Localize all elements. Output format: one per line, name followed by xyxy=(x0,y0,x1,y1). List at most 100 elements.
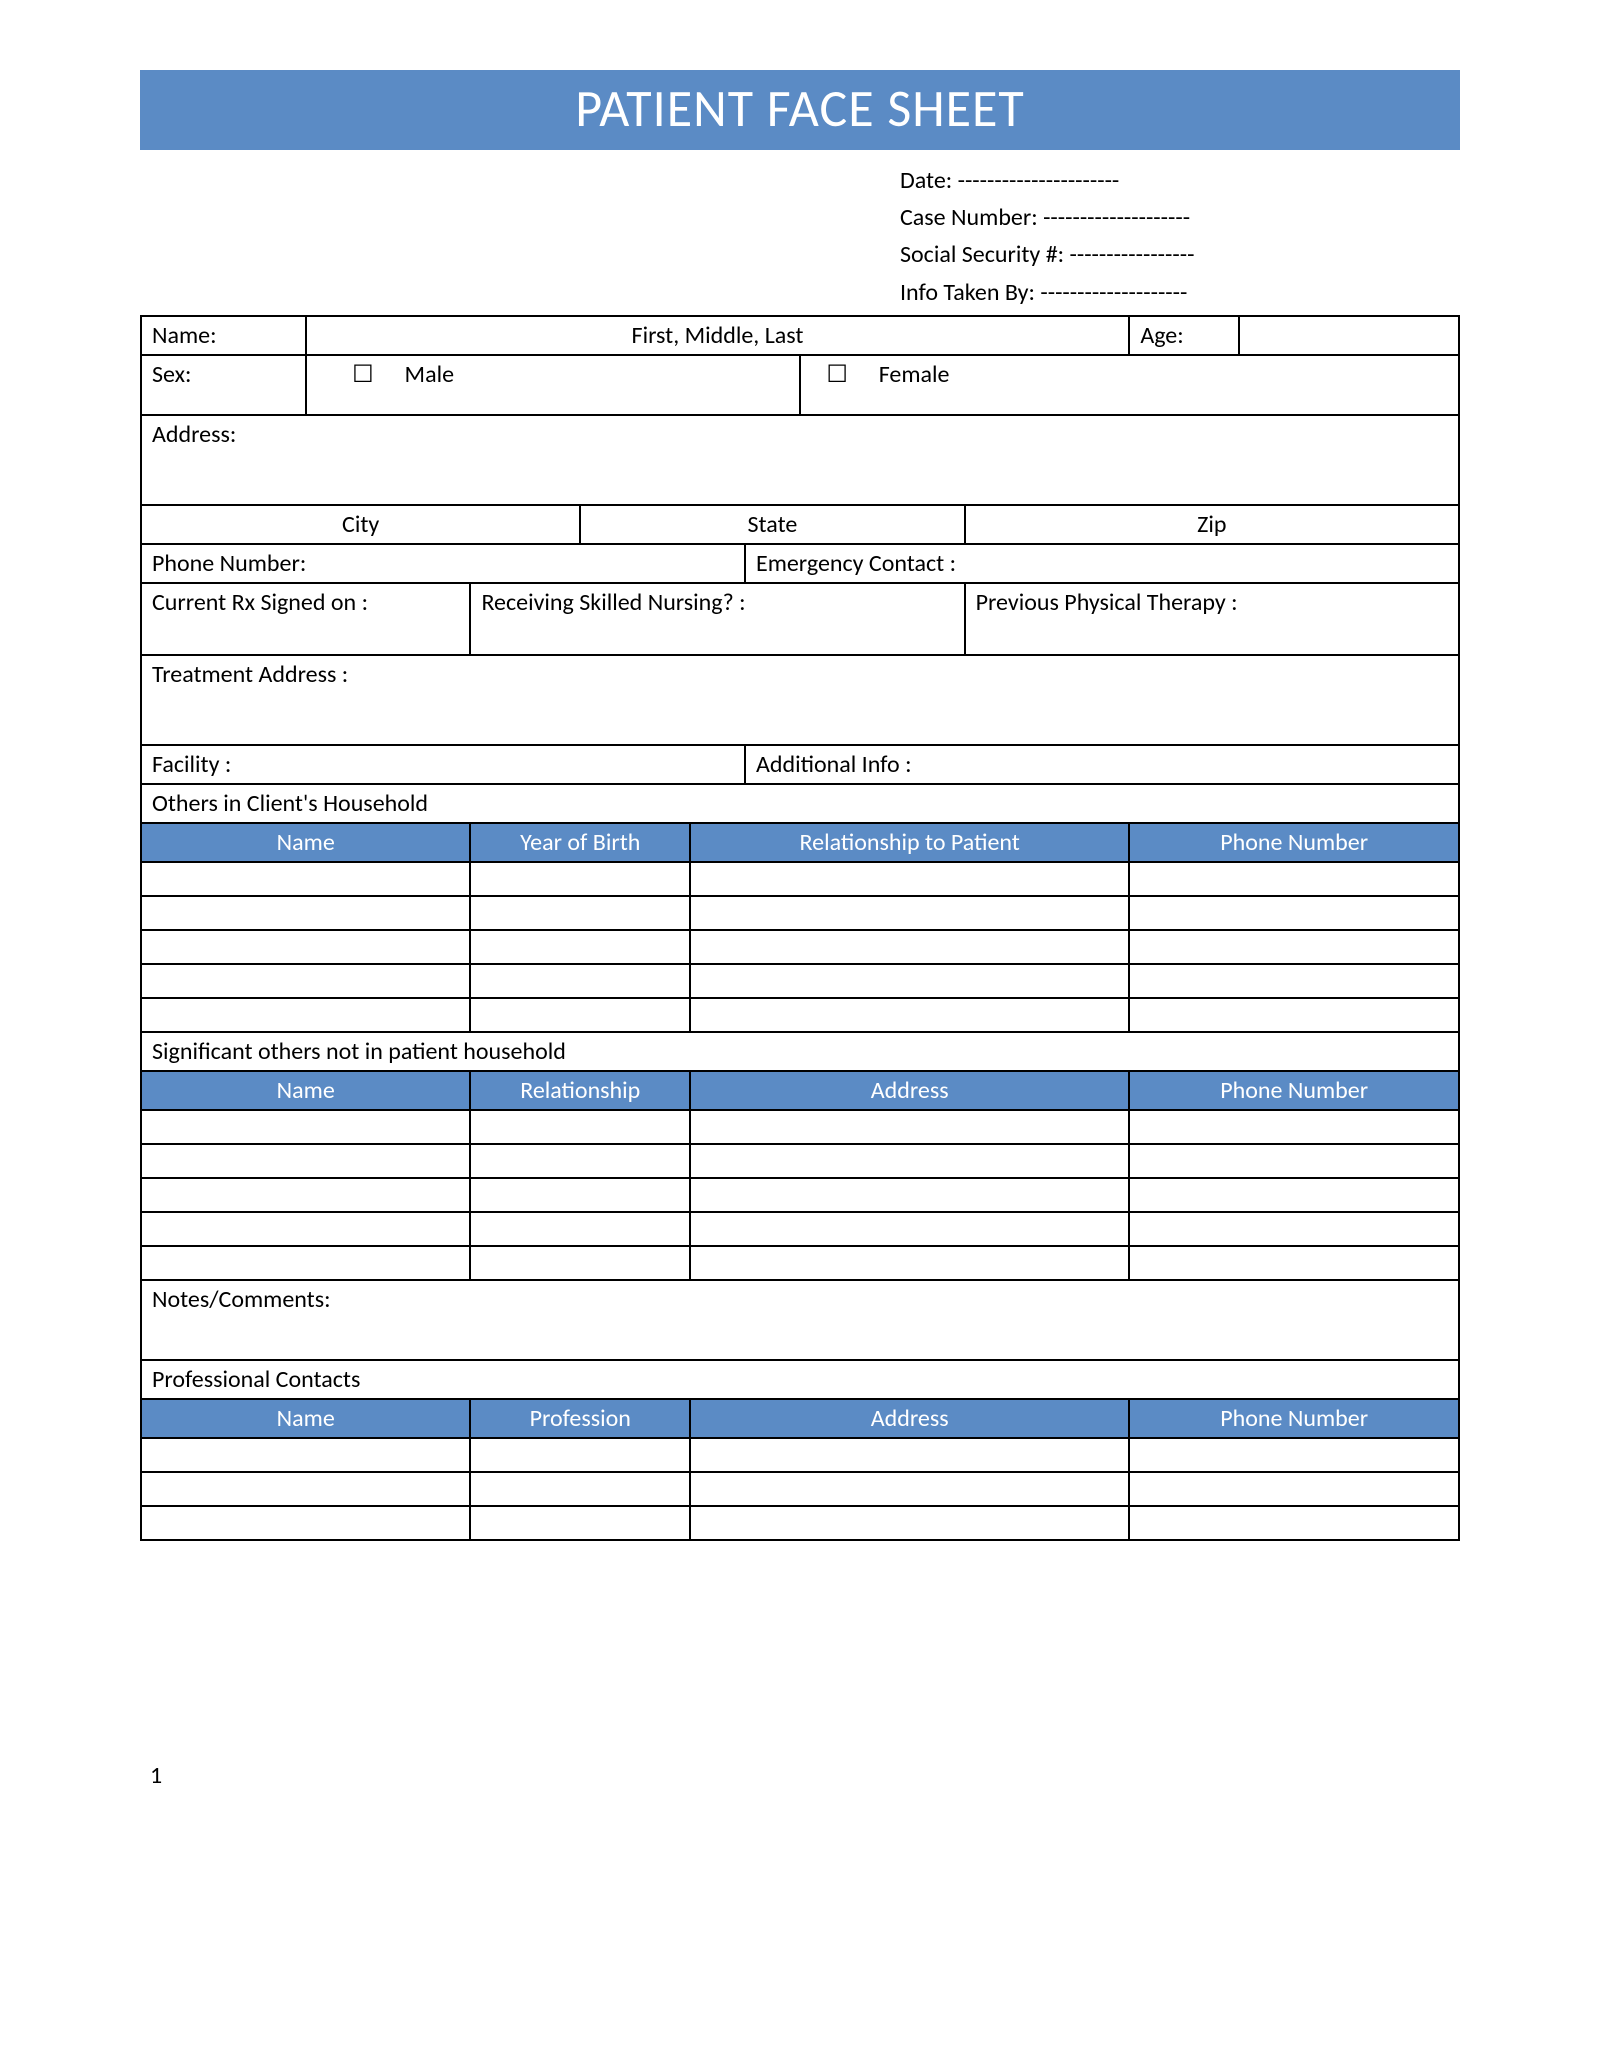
household-cell[interactable] xyxy=(470,896,690,930)
sig-others-cell[interactable] xyxy=(470,1246,690,1280)
sig-others-cell[interactable] xyxy=(1129,1246,1459,1280)
prev-pt-field[interactable]: Previous Physical Therapy : xyxy=(965,583,1459,655)
facility-label: Facility : xyxy=(152,750,231,779)
pro-contacts-cell[interactable] xyxy=(1129,1506,1459,1540)
sig-others-col-name: Name xyxy=(141,1071,470,1110)
checkbox-icon[interactable]: ☐ xyxy=(826,361,848,388)
meta-info-taken-by[interactable]: Info Taken By: -------------------- xyxy=(900,274,1460,311)
household-cell[interactable] xyxy=(470,862,690,896)
age-field[interactable] xyxy=(1239,316,1459,355)
household-cell[interactable] xyxy=(470,964,690,998)
pro-contacts-cell[interactable] xyxy=(141,1472,470,1506)
sig-others-cell[interactable] xyxy=(690,1212,1129,1246)
household-cell[interactable] xyxy=(141,896,470,930)
meta-case-number[interactable]: Case Number: -------------------- xyxy=(900,199,1460,236)
sig-others-cell[interactable] xyxy=(1129,1144,1459,1178)
household-cell[interactable] xyxy=(141,998,470,1032)
meta-ssn[interactable]: Social Security #: ----------------- xyxy=(900,236,1460,273)
household-cell[interactable] xyxy=(141,862,470,896)
sig-others-cell[interactable] xyxy=(141,1110,470,1144)
pro-contacts-cell[interactable] xyxy=(141,1438,470,1472)
notes-label: Notes/Comments: xyxy=(152,1285,331,1314)
state-field[interactable]: State xyxy=(580,505,964,544)
household-cell[interactable] xyxy=(690,998,1129,1032)
sig-others-cell[interactable] xyxy=(690,1110,1129,1144)
sig-others-cell[interactable] xyxy=(1129,1212,1459,1246)
sig-others-cell[interactable] xyxy=(1129,1110,1459,1144)
sig-others-cell[interactable] xyxy=(470,1178,690,1212)
sig-others-cell[interactable] xyxy=(141,1144,470,1178)
household-col-yob: Year of Birth xyxy=(470,823,690,862)
age-label: Age: xyxy=(1129,316,1239,355)
sig-others-cell[interactable] xyxy=(141,1246,470,1280)
phone-field[interactable]: Phone Number: xyxy=(141,544,745,583)
household-row xyxy=(141,862,1459,896)
household-cell[interactable] xyxy=(1129,862,1459,896)
treatment-address-row: Treatment Address : xyxy=(141,655,1459,745)
household-cell[interactable] xyxy=(1129,964,1459,998)
household-cell[interactable] xyxy=(690,930,1129,964)
household-cell[interactable] xyxy=(690,964,1129,998)
additional-info-field[interactable]: Additional Info : xyxy=(745,745,1459,784)
zip-field[interactable]: Zip xyxy=(965,505,1459,544)
pro-contacts-cell[interactable] xyxy=(470,1438,690,1472)
facility-row: Facility : Additional Info : xyxy=(141,745,1459,784)
sig-others-cell[interactable] xyxy=(141,1178,470,1212)
household-cell[interactable] xyxy=(1129,930,1459,964)
pro-contacts-cell[interactable] xyxy=(470,1506,690,1540)
pro-contacts-cell[interactable] xyxy=(690,1438,1129,1472)
household-section-row: Others in Client's Household xyxy=(141,784,1459,823)
facility-field[interactable]: Facility : xyxy=(141,745,745,784)
page: PATIENT FACE SHEET Date: ---------------… xyxy=(0,0,1600,1850)
name-label: Name: xyxy=(141,316,306,355)
sig-others-col-phone: Phone Number xyxy=(1129,1071,1459,1110)
treatment-address-field[interactable]: Treatment Address : xyxy=(141,655,1459,745)
emergency-field[interactable]: Emergency Contact : xyxy=(745,544,1459,583)
sig-others-col-rel: Relationship xyxy=(470,1071,690,1110)
nursing-field[interactable]: Receiving Skilled Nursing? : xyxy=(470,583,964,655)
sex-label: Sex: xyxy=(141,355,306,415)
sig-others-cell[interactable] xyxy=(690,1246,1129,1280)
notes-field[interactable]: Notes/Comments: xyxy=(141,1280,1459,1360)
city-field[interactable]: City xyxy=(141,505,580,544)
pro-contacts-row xyxy=(141,1438,1459,1472)
address-row: Address: xyxy=(141,415,1459,505)
checkbox-icon[interactable]: ☐ xyxy=(352,361,374,388)
sig-others-cell[interactable] xyxy=(470,1110,690,1144)
household-col-name: Name xyxy=(141,823,470,862)
household-cell[interactable] xyxy=(470,930,690,964)
household-cell[interactable] xyxy=(690,896,1129,930)
sig-others-cell[interactable] xyxy=(141,1212,470,1246)
pro-contacts-cell[interactable] xyxy=(1129,1472,1459,1506)
pro-contacts-col-addr: Address xyxy=(690,1399,1129,1438)
household-row xyxy=(141,998,1459,1032)
sig-others-cell[interactable] xyxy=(470,1212,690,1246)
rx-row: Current Rx Signed on : Receiving Skilled… xyxy=(141,583,1459,655)
male-label: Male xyxy=(405,360,454,389)
sex-female-cell[interactable]: ☐ Female xyxy=(800,355,1459,415)
pro-contacts-cell[interactable] xyxy=(470,1472,690,1506)
sex-male-cell[interactable]: ☐ Male xyxy=(306,355,800,415)
household-cell[interactable] xyxy=(141,964,470,998)
sig-others-cell[interactable] xyxy=(690,1144,1129,1178)
sig-others-col-addr: Address xyxy=(690,1071,1129,1110)
sig-others-cell[interactable] xyxy=(470,1144,690,1178)
household-row xyxy=(141,930,1459,964)
meta-date[interactable]: Date: ---------------------- xyxy=(900,162,1460,199)
household-cell[interactable] xyxy=(1129,896,1459,930)
pro-contacts-cell[interactable] xyxy=(141,1506,470,1540)
name-field[interactable]: First, Middle, Last xyxy=(306,316,1130,355)
pro-contacts-section-label: Professional Contacts xyxy=(141,1360,1459,1399)
household-cell[interactable] xyxy=(690,862,1129,896)
household-cell[interactable] xyxy=(141,930,470,964)
rx-field[interactable]: Current Rx Signed on : xyxy=(141,583,470,655)
pro-contacts-cell[interactable] xyxy=(690,1506,1129,1540)
address-field[interactable]: Address: xyxy=(141,415,1459,505)
household-cell[interactable] xyxy=(1129,998,1459,1032)
sig-others-cell[interactable] xyxy=(1129,1178,1459,1212)
pro-contacts-cell[interactable] xyxy=(690,1472,1129,1506)
sig-others-cell[interactable] xyxy=(690,1178,1129,1212)
sig-others-row xyxy=(141,1178,1459,1212)
pro-contacts-cell[interactable] xyxy=(1129,1438,1459,1472)
household-cell[interactable] xyxy=(470,998,690,1032)
